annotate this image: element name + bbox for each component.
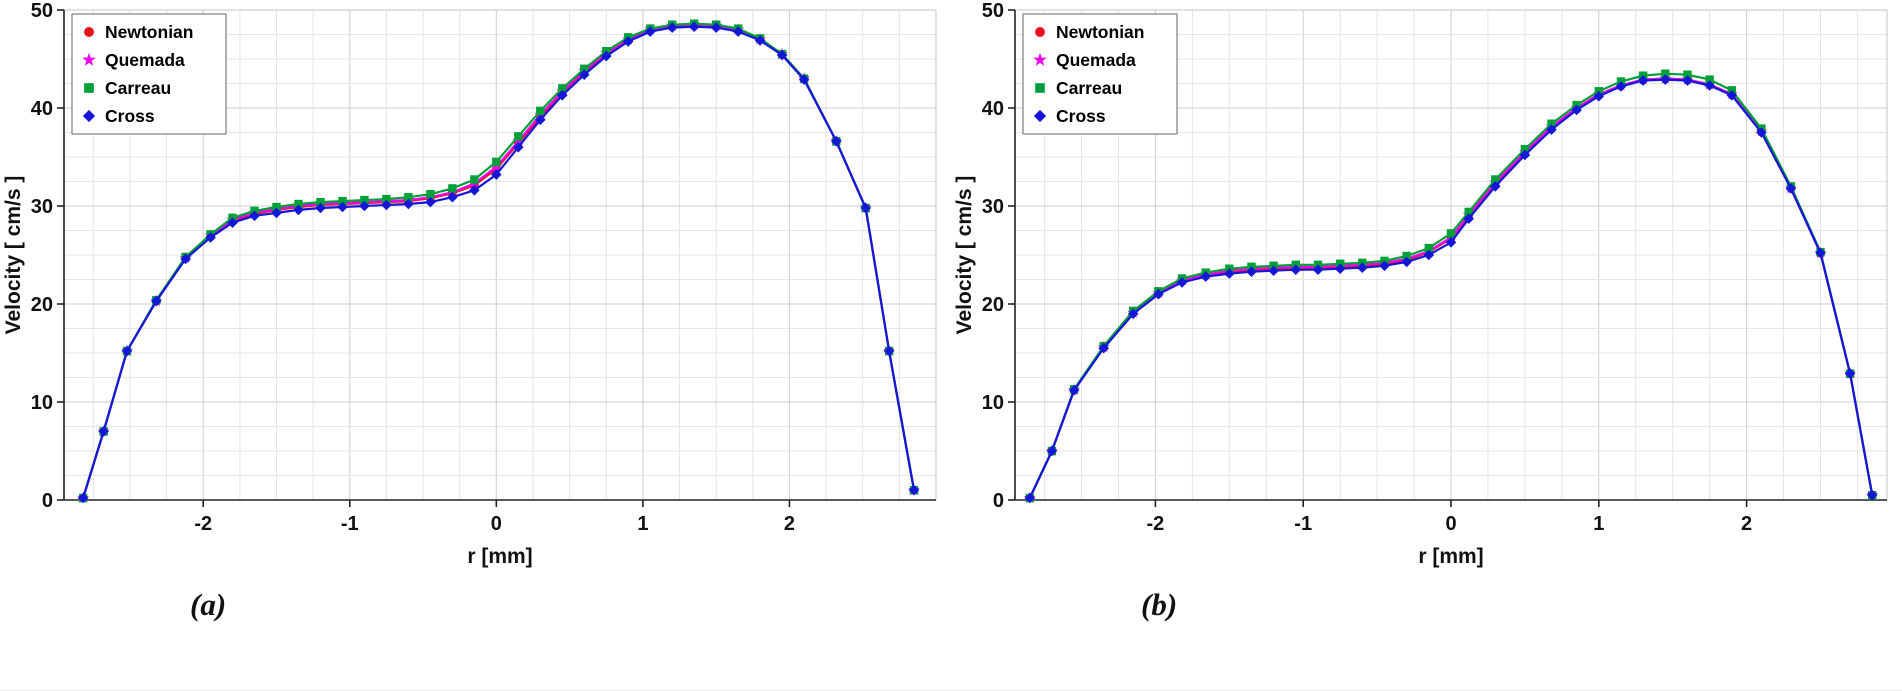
chart-b-wrap: -2 -1 0 1 2 0 10 20 30 40 50 Newtonian Quemada Carrea… xyxy=(951,0,1902,690)
legend-item-quemada: Quemada xyxy=(1033,50,1136,70)
legend-item-carreau: Carreau xyxy=(1035,78,1122,98)
series-cross xyxy=(77,21,920,504)
fig-label-a: (a) xyxy=(190,587,227,622)
x-tick-label: 1 xyxy=(637,513,648,535)
y-tick-label: 40 xyxy=(31,98,53,120)
legend-label: Carreau xyxy=(1056,78,1122,98)
x-tick-label: -2 xyxy=(194,513,212,535)
legend-label: Quemada xyxy=(105,50,185,70)
legend-label: Quemada xyxy=(1056,50,1136,70)
series-cross xyxy=(1024,74,1878,504)
x-tick-label: 0 xyxy=(491,513,502,535)
legend: Newtonian Quemada Carreau Cross xyxy=(71,13,227,135)
velocity-profile-chart-a: -2 -1 0 1 201020304050NewtonianQuemadaCarrea… xyxy=(2,0,937,568)
y-tick-label: 50 xyxy=(982,0,1004,22)
x-tick-label: 2 xyxy=(1741,513,1752,535)
y-tick-label: 0 xyxy=(42,490,53,512)
y-tick-label: 30 xyxy=(31,196,53,218)
legend-item-cross: Cross xyxy=(1033,106,1106,126)
x-axis-label: r [mm] xyxy=(1418,545,1483,568)
y-axis-label: Velocity [ cm/s ] xyxy=(953,176,976,335)
legend-item-newtonian: Newtonian xyxy=(84,22,193,42)
y-tick-label: 20 xyxy=(982,294,1004,316)
legend-item-quemada: Quemada xyxy=(82,50,185,70)
chart-b: -2 -1 0 1 2 0 10 20 30 40 50 Newtonian Quemada Carrea… xyxy=(951,0,1902,585)
legend-label: Newtonian xyxy=(1056,22,1144,42)
legend-label: Cross xyxy=(105,106,155,126)
velocity-profile-chart-b: -2 -1 0 1 201020304050NewtonianQuemadaCarrea… xyxy=(953,0,1888,568)
fig-label-b: (b) xyxy=(1141,587,1178,622)
y-tick-label: 0 xyxy=(993,490,1004,512)
x-axis-label: r [mm] xyxy=(467,545,532,568)
legend-item-carreau: Carreau xyxy=(84,78,171,98)
legend-label: Cross xyxy=(1056,106,1106,126)
legend: Newtonian Quemada Carreau Cross xyxy=(1022,13,1178,135)
y-tick-label: 50 xyxy=(31,0,53,22)
legend-label: Newtonian xyxy=(105,22,193,42)
x-tick-label: -2 xyxy=(1147,513,1165,535)
x-tick-label: 2 xyxy=(784,513,795,535)
y-tick-label: 40 xyxy=(982,98,1004,120)
x-tick-label: -1 xyxy=(341,513,359,535)
plot-border xyxy=(1015,9,1888,500)
y-tick-label: 10 xyxy=(982,392,1004,414)
chart-a: -2 -1 0 1 2 0 10 20 30 40 50 Newtonian Quemada Carrea… xyxy=(0,0,951,585)
chart-a-wrap: -2 -1 0 1 2 0 10 20 30 40 50 Newtonian Quemada Carrea… xyxy=(0,0,951,690)
x-tick-label: -1 xyxy=(1294,513,1312,535)
y-tick-label: 20 xyxy=(31,294,53,316)
x-tick-label: 0 xyxy=(1445,513,1456,535)
legend-item-cross: Cross xyxy=(82,106,155,126)
x-tick-label: 1 xyxy=(1593,513,1604,535)
axes xyxy=(63,10,936,501)
y-tick-label: 30 xyxy=(982,196,1004,218)
legend-item-newtonian: Newtonian xyxy=(1035,22,1144,42)
y-tick-label: 10 xyxy=(31,392,53,414)
plot-border xyxy=(64,9,937,500)
legend-label: Carreau xyxy=(105,78,171,98)
y-axis-label: Velocity [ cm/s ] xyxy=(2,176,25,335)
